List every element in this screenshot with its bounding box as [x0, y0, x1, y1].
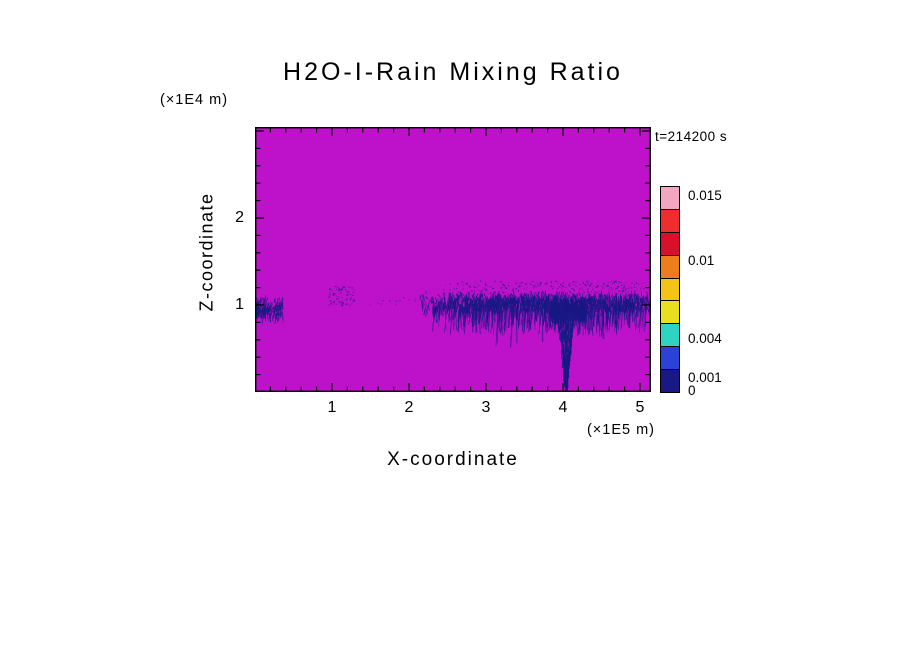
colorbar [660, 186, 680, 393]
colorbar-segment [661, 370, 679, 393]
y-axis-label: Z-coordinate [196, 192, 217, 312]
colorbar-segment [661, 324, 679, 348]
colorbar-tick-label: 0.001 [688, 370, 722, 386]
x-tick-label: 3 [481, 399, 491, 416]
x-axis-label: X-coordinate [387, 449, 519, 470]
colorbar-tick-label: 0.01 [688, 253, 715, 269]
x-tick-label: 1 [327, 399, 337, 416]
colorbar-segment [661, 278, 679, 302]
x-tick-label: 5 [635, 399, 645, 416]
colorbar-tick-label: 0 [688, 383, 696, 398]
y-tick-label: 1 [235, 296, 244, 313]
colorbar-segment [661, 187, 679, 210]
colorbar-segment [661, 255, 679, 279]
colorbar-segment [661, 301, 679, 325]
colorbar-segment [661, 347, 679, 371]
x-tick-label: 2 [404, 399, 414, 416]
time-annotation: t=214200 s [655, 129, 728, 144]
chart-title: H2O-I-Rain Mixing Ratio [283, 58, 623, 86]
y-axis-units: (×1E4 m) [160, 92, 229, 108]
x-tick-label: 4 [558, 399, 568, 416]
y-tick-label: 2 [235, 209, 244, 226]
x-axis-units: (×1E5 m) [586, 422, 655, 438]
colorbar-tick-label: 0.004 [688, 331, 722, 347]
colorbar-tick-label: 0.015 [688, 188, 722, 204]
colorbar-segment [661, 209, 679, 233]
field-canvas [255, 127, 651, 392]
plot-area [255, 127, 651, 392]
colorbar-segment [661, 232, 679, 256]
